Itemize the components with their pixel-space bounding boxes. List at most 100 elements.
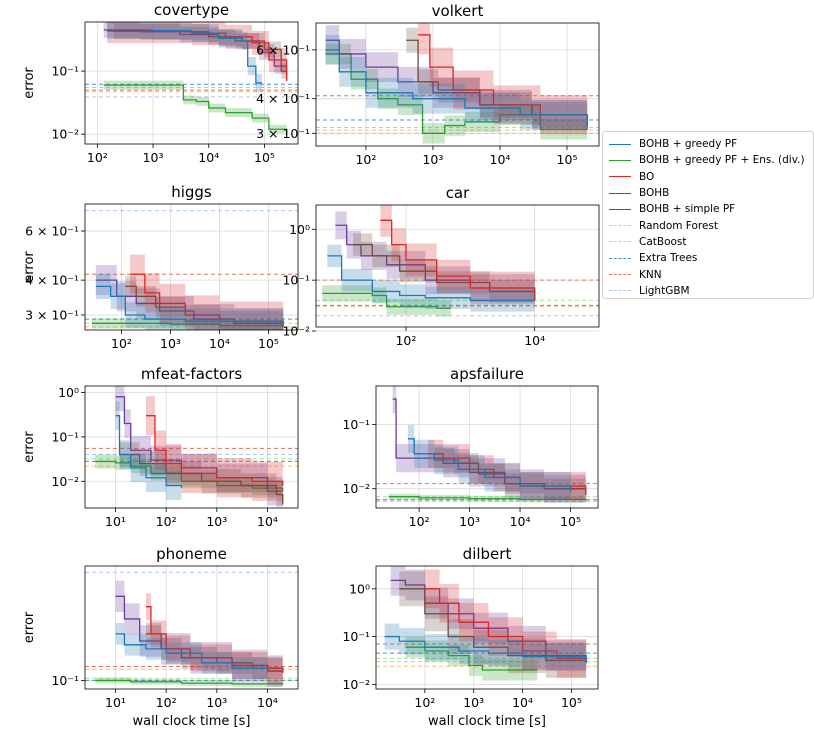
y-axis-label: error xyxy=(22,67,37,99)
series-bo xyxy=(424,588,587,664)
y-tick-label: 10⁻¹ xyxy=(51,673,79,688)
x-tick-label: 10⁴ xyxy=(512,695,533,710)
x-tick-label: 10⁵ xyxy=(561,695,582,710)
axes-frame xyxy=(315,204,600,328)
x-tick-label: 10² xyxy=(355,152,376,167)
x-tick-label: 10¹ xyxy=(105,695,126,710)
series-bohb-greedy-pf xyxy=(95,285,284,326)
legend-label: BOHB + greedy PF xyxy=(639,138,738,151)
x-tick-label: 10⁴ xyxy=(510,514,531,529)
x-tick-label: 10³ xyxy=(422,152,443,167)
y-tick-label: 10⁻² xyxy=(342,677,370,692)
band-bo xyxy=(424,569,587,683)
legend-label: LightGBM xyxy=(639,284,690,297)
legend-item: BOHB xyxy=(609,185,813,201)
legend-item: CatBoost xyxy=(609,234,813,250)
series-bohb-greedy-pf-ens-div- xyxy=(388,496,587,501)
panel-apsfailure: 10² 10³ 10⁴ 10⁵ 10⁻¹ 10⁻² apsfailure xyxy=(342,365,599,529)
legend-label: Extra Trees xyxy=(639,252,698,265)
band-bohb-greedy-pf-ens-div- xyxy=(103,80,287,139)
legend-label: BO xyxy=(639,170,655,183)
x-tick-label: 10² xyxy=(409,514,430,529)
series-bohb-greedy-pf xyxy=(407,438,572,492)
y-tick-label: 6 × 10⁻¹ xyxy=(25,224,79,239)
legend-label: CatBoost xyxy=(639,235,687,248)
x-tick-label: 10³ xyxy=(206,514,227,529)
y-tick-label: 10⁻¹ xyxy=(282,273,310,288)
y-axis-label: error xyxy=(22,251,37,283)
x-tick-label: 10³ xyxy=(463,695,484,710)
panel-title: apsfailure xyxy=(450,365,524,383)
y-tick-label: 10⁰ xyxy=(289,222,310,237)
legend-item: KNN xyxy=(609,266,813,282)
band-bohb xyxy=(115,386,283,506)
legend-swatch xyxy=(609,257,631,259)
x-tick-label: 10³ xyxy=(206,695,227,710)
band-bohb xyxy=(325,25,588,141)
band-bo xyxy=(130,254,284,330)
axes-frame xyxy=(84,385,299,509)
legend-item: BOHB + greedy PF + Ens. (div.) xyxy=(609,152,813,168)
series-bohb-greedy-pf xyxy=(107,29,262,84)
y-tick-label: 10⁻¹ xyxy=(51,429,79,444)
panel-dilbert: 10² 10³ 10⁴ 10⁵ 10⁰ 10⁻¹ 10⁻² dilbert wall clock… xyxy=(342,545,599,729)
series-bohb-greedy-pf-ens-div- xyxy=(91,322,284,327)
legend-swatch xyxy=(609,192,631,194)
band-bohb-greedy-pf-ens-div- xyxy=(95,677,283,688)
x-tick-label: 10⁵ xyxy=(560,514,581,529)
x-tick-label: 10² xyxy=(395,333,416,348)
series-bohb-greedy-pf xyxy=(384,635,587,664)
legend-swatch xyxy=(609,225,631,227)
panel-volkert: 10² 10³ 10⁴ 10⁵ 6 × 10⁻¹ 4 × 10⁻¹ 3 × 10⁻¹ volk… xyxy=(256,2,600,167)
y-axis-label: error xyxy=(22,431,37,463)
y-tick-label: 10⁻² xyxy=(51,474,79,489)
band-bohb-greedy-pf xyxy=(95,273,284,330)
panel-title: car xyxy=(446,184,470,202)
legend-swatch xyxy=(609,274,631,276)
x-tick-label: 10² xyxy=(156,514,177,529)
x-tick-label: 10⁵ xyxy=(254,150,275,165)
series-bohb-greedy-pf xyxy=(327,255,535,302)
x-tick-label: 10⁴ xyxy=(198,150,219,165)
panel-title: phoneme xyxy=(156,545,227,563)
legend-label: KNN xyxy=(639,268,662,281)
legend-swatch xyxy=(609,159,631,161)
axes-frame xyxy=(84,565,299,690)
x-tick-label: 10³ xyxy=(143,150,164,165)
y-tick-label: 4 × 10⁻¹ xyxy=(256,91,310,106)
x-tick-label: 10² xyxy=(111,336,132,351)
legend-swatch xyxy=(609,290,631,292)
legend-swatch xyxy=(609,208,631,210)
series-bohb-greedy-pf-ens-div- xyxy=(103,84,288,135)
band-bohb-greedy-pf xyxy=(407,424,571,506)
x-tick-label: 10² xyxy=(156,695,177,710)
series-bohb-simple-pf xyxy=(119,453,284,505)
y-tick-label: 6 × 10⁻¹ xyxy=(256,42,310,57)
band-bohb-greedy-pf-ens-div- xyxy=(95,454,283,499)
x-tick-label: 10⁴ xyxy=(490,152,511,167)
band-bohb xyxy=(392,386,586,508)
panel-higgs: 10² 10³ 10⁴ 10⁵ 6 × 10⁻¹ 4 × 10⁻¹ 3 × 10⁻¹ higg… xyxy=(22,183,299,351)
band-bohb-simple-pf xyxy=(125,276,284,330)
legend-item: Extra Trees xyxy=(609,250,813,266)
y-tick-label: 10⁻² xyxy=(51,127,79,142)
axes-frame xyxy=(84,21,299,145)
legend-label: BOHB + simple PF xyxy=(639,203,736,216)
x-tick-label: 10² xyxy=(414,695,435,710)
x-tick-label: 10⁴ xyxy=(209,336,230,351)
legend-item: Random Forest xyxy=(609,217,813,233)
x-tick-label: 10⁵ xyxy=(258,336,279,351)
panel-title: dilbert xyxy=(463,545,512,563)
panel-covertype: 10² 10³ 10⁴ 10⁵ 10⁻¹ 10⁻² covertype error xyxy=(22,1,299,165)
band-bohb-greedy-pf xyxy=(327,244,535,312)
band-bohb-greedy-pf xyxy=(107,22,262,93)
x-tick-label: 10⁵ xyxy=(557,152,578,167)
series-bohb-simple-pf xyxy=(399,588,587,664)
y-tick-label: 10⁻² xyxy=(282,324,310,339)
legend-swatch xyxy=(609,176,631,178)
series-bohb-greedy-pf xyxy=(325,49,588,126)
x-tick-label: 10² xyxy=(87,150,108,165)
y-tick-label: 4 × 10⁻¹ xyxy=(25,273,79,288)
legend-label: BOHB + greedy PF + Ens. (div.) xyxy=(639,154,805,167)
band-bo xyxy=(146,593,283,687)
